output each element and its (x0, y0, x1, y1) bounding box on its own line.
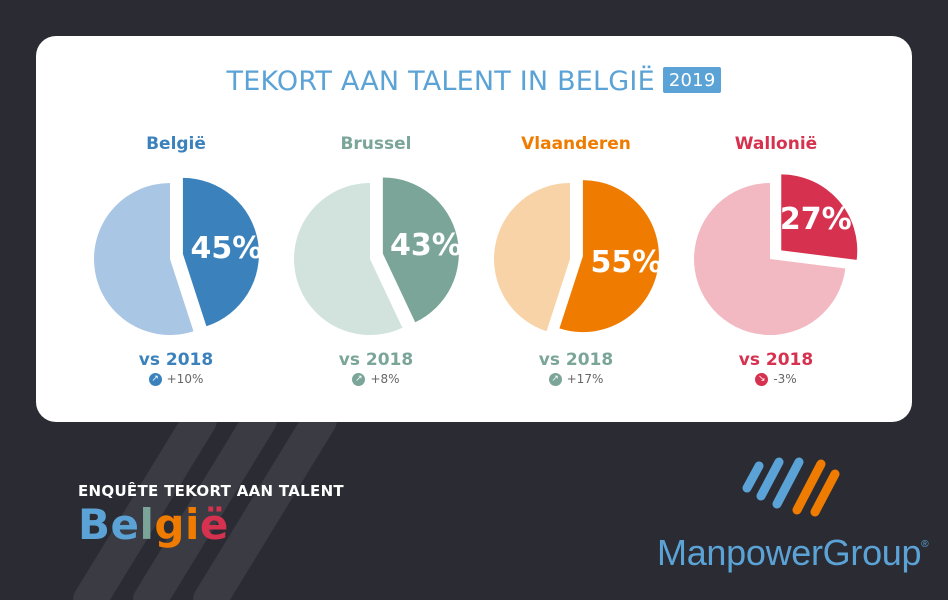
survey-subtitle: ENQUÊTE TEKORT AAN TALENT (78, 482, 344, 500)
region-chart: Brussel 43% vs 2018 ↗ +8% (276, 134, 476, 386)
pie-slice-rest (294, 183, 403, 335)
survey-country-letter: ë (199, 500, 229, 549)
region-name: Brussel (340, 134, 412, 154)
pie-slice-value (559, 180, 659, 333)
pie-chart: 27% (693, 174, 858, 335)
change-value: +8% (370, 372, 400, 386)
pie-value-label: 43% (390, 228, 462, 263)
pie-slice-rest (693, 183, 846, 335)
vs-year-label: vs 2018 (138, 350, 214, 370)
brand-name: ManpowerGroup® (657, 532, 929, 574)
region-chart: Vlaanderen 55% vs 2018 ↗ +17% (476, 134, 676, 386)
survey-country-text: België (78, 500, 229, 549)
region-chart: België 45% vs 2018 ↗ +10% (76, 134, 276, 386)
vs-year-label: vs 2018 (338, 350, 414, 370)
region-name: Wallonië (734, 134, 818, 154)
region-chart: Wallonië 27% vs 2018 ↘ -3% (676, 134, 876, 386)
survey-country-letter: i (185, 500, 200, 549)
survey-country-letter: B (78, 500, 111, 549)
year-badge: 2019 (662, 67, 722, 93)
pie-value-label: 55% (590, 245, 662, 280)
change-row: ↗ +8% (276, 372, 476, 386)
pie-value-label: 27% (780, 202, 852, 237)
arrow-up-icon: ↗ (352, 372, 366, 386)
change-row: ↘ -3% (676, 372, 876, 386)
change-row: ↗ +10% (76, 372, 276, 386)
change-value: -3% (773, 372, 797, 386)
arrow-up-icon: ↗ (148, 372, 162, 386)
pie-chart: 45% (94, 177, 262, 335)
change-row: ↗ +17% (476, 372, 676, 386)
vs-year-label: vs 2018 (738, 350, 814, 370)
manpowergroup-logo-icon (742, 457, 840, 517)
region-name: Vlaanderen (521, 134, 631, 154)
pie-value-label: 45% (190, 231, 262, 266)
pie-slice-value (781, 174, 858, 260)
pie-slice-value (382, 177, 459, 323)
pie-chart: 43% (294, 177, 462, 335)
infographic-card: TEKORT AAN TALENT IN BELGIË 2019 België 45… (36, 36, 912, 422)
title-text: TEKORT AAN TALENT IN BELGIË (226, 66, 655, 97)
pie-chart: 55% (493, 180, 662, 333)
survey-country: België (78, 500, 344, 549)
brand-name-text: ManpowerGroup (657, 532, 922, 573)
page-title: TEKORT AAN TALENT IN BELGIË 2019 (36, 66, 912, 97)
survey-country-letter: l (139, 500, 155, 549)
pie-slice-rest (493, 183, 570, 332)
region-name: België (146, 134, 206, 154)
pie-slice-value (182, 177, 259, 327)
arrow-up-icon: ↗ (548, 372, 562, 386)
vs-year-label: vs 2018 (538, 350, 614, 370)
change-value: +17% (566, 372, 604, 386)
survey-country-letter: g (154, 500, 185, 549)
survey-country-letter: e (110, 500, 140, 549)
survey-branding: ENQUÊTE TEKORT AAN TALENT België (78, 482, 344, 549)
brand-reg-mark: ® (921, 539, 929, 550)
change-value: +10% (166, 372, 204, 386)
pie-slice-rest (94, 183, 194, 335)
arrow-down-icon: ↘ (755, 372, 769, 386)
